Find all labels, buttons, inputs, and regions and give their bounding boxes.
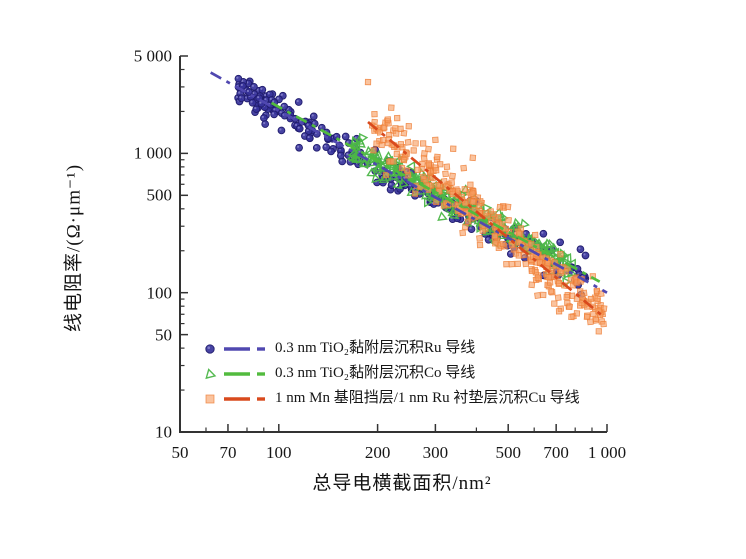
trend-line-0	[210, 71, 608, 294]
y-tick-label: 50	[155, 325, 172, 345]
axis-ticks	[179, 55, 608, 433]
y-tick-label: 100	[146, 283, 173, 303]
trend-line-2	[367, 120, 606, 319]
series-points-2	[364, 78, 608, 335]
x-tick-label: 700	[543, 443, 569, 462]
x-tick-label: 1 000	[587, 443, 627, 462]
x-tick-label: 500	[495, 443, 521, 462]
legend-key-icon	[205, 343, 265, 354]
x-tick-label: 200	[364, 443, 391, 462]
y-tick-label: 500	[146, 185, 173, 205]
trend-line-1	[270, 101, 601, 283]
legend-label: 1 nm Mn 基阻挡层/1 nm Ru 衬垫层沉积Cu 导线	[275, 390, 580, 406]
legend-key-icon	[205, 394, 265, 403]
y-tick-label: 1 000	[133, 143, 172, 163]
x-axis-title: 总导电横截面积/nm²	[312, 473, 492, 494]
x-tick-label: 50	[171, 443, 189, 462]
y-axis-title: 线电阻率/(Ω·μm⁻¹)	[63, 163, 85, 333]
y-tick-label: 10	[155, 422, 172, 442]
x-tick-label: 100	[266, 443, 292, 462]
legend-item-2: 1 nm Mn 基阻挡层/1 nm Ru 衬垫层沉积Cu 导线	[196, 386, 580, 411]
legend-label: 0.3 nm TiO₂黏附层沉积Ru 导线	[275, 340, 476, 356]
x-tick-label: 70	[219, 443, 237, 462]
legend-key-icon	[205, 367, 265, 379]
x-tick-label: 300	[422, 443, 449, 462]
legend-item-1: 0.3 nm TiO₂黏附层沉积Co 导线	[196, 361, 580, 386]
legend-label: 0.3 nm TiO₂黏附层沉积Co 导线	[275, 365, 476, 381]
y-tick-label: 5 000	[133, 46, 172, 66]
legend-item-0: 0.3 nm TiO₂黏附层沉积Ru 导线	[196, 336, 580, 361]
legend: 0.3 nm TiO₂黏附层沉积Ru 导线 0.3 nm TiO₂黏附层沉积Co …	[196, 336, 580, 411]
